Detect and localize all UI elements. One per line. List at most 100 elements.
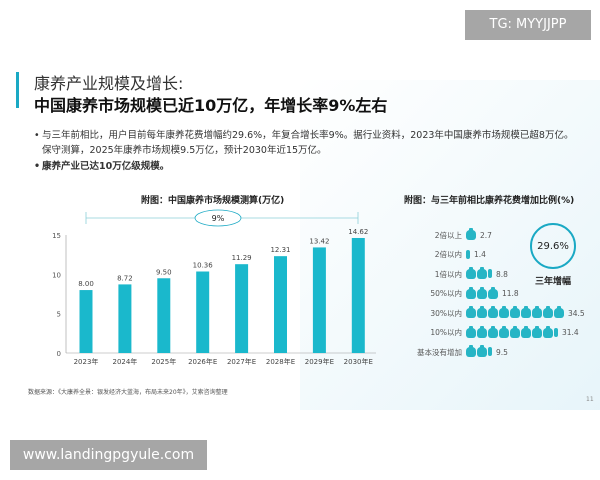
highlight-label: 三年增幅 — [534, 277, 571, 287]
page-number: 11 — [586, 396, 594, 403]
title-line2: 中国康养市场规模已近10万亿，年增长率9%左右 — [34, 96, 388, 115]
money-bag-icon — [510, 306, 520, 318]
money-bag-partial-icon — [488, 347, 492, 356]
bar — [196, 271, 210, 353]
money-bag-icon — [510, 325, 520, 338]
money-bag-partial-icon — [466, 250, 470, 259]
money-bag-icons — [466, 325, 558, 338]
money-bag-icon — [532, 325, 542, 338]
money-bag-icon — [532, 306, 542, 318]
pictogram-row: 10%以内 31.4 — [400, 325, 579, 340]
x-tick-label: 2028年E — [266, 357, 295, 366]
x-tick-label: 2023年 — [74, 357, 99, 366]
money-bag-icon — [466, 345, 476, 357]
money-bag-icon — [499, 325, 509, 338]
bar — [274, 256, 287, 353]
cagr-label: 9% — [212, 214, 225, 223]
row-label: 50%以内 — [430, 289, 462, 298]
row-value: 34.5 — [568, 308, 585, 318]
money-bag-icon — [521, 325, 531, 338]
money-bag-icon — [477, 345, 487, 357]
bullet-1: 与三年前相比，用户目前每年康养花费增幅约29.6%，年复合增长率9%。据行业资料… — [34, 128, 582, 158]
money-bag-icon — [477, 306, 487, 318]
pictogram-row: 1倍以内 8.8 — [400, 267, 508, 281]
watermark-bottom: www.landingpgyule.com — [10, 440, 207, 470]
row-label: 1倍以内 — [434, 269, 462, 279]
money-bag-icon — [521, 306, 531, 318]
x-tick-label: 2027年E — [227, 357, 256, 366]
bar — [118, 284, 132, 353]
money-bag-icons — [466, 286, 498, 299]
row-label: 2倍以上 — [434, 230, 462, 240]
row-label: 30%以内 — [430, 308, 462, 318]
money-bag-icons — [466, 345, 492, 357]
row-value: 8.8 — [496, 269, 508, 279]
money-bag-icon — [466, 228, 476, 240]
pictogram-row: 30%以内 34.5 — [400, 306, 585, 320]
title-line1: 康养产业规模及增长: — [34, 74, 184, 93]
bar — [312, 247, 326, 353]
money-bag-partial-icon — [488, 269, 492, 278]
money-bag-icon — [466, 325, 476, 338]
x-tick-label: 2024年 — [112, 357, 137, 366]
pictogram-row: 50%以内 11.8 — [400, 286, 519, 301]
money-bag-icon — [543, 325, 553, 338]
row-label: 10%以内 — [430, 328, 462, 337]
bar-value-label: 12.31 — [270, 246, 290, 254]
money-bag-icon — [488, 306, 498, 318]
pictogram-row: 2倍以内 1.4 — [400, 248, 486, 262]
highlight-value: 29.6% — [537, 240, 569, 252]
x-tick-label: 2030年E — [344, 357, 373, 366]
row-value: 11.8 — [502, 289, 519, 298]
watermark-top: TG: MYYJJPP — [465, 10, 591, 40]
pictogram-row: 2倍以上 2.7 — [400, 228, 492, 242]
money-bag-icon — [477, 267, 487, 279]
money-bag-icons — [466, 228, 476, 240]
x-tick-label: 2029年E — [305, 357, 334, 366]
bar-value-label: 11.29 — [232, 254, 252, 262]
bar — [351, 237, 365, 353]
money-bag-icons — [466, 306, 564, 318]
bar-value-label: 8.72 — [117, 274, 133, 282]
bar — [157, 278, 171, 353]
cagr-ellipse — [194, 209, 242, 227]
bar-chart: 0 5 10 15 9% 8.00 2023年 8.72 2024年 9.50 2025年 10.36… — [52, 209, 376, 366]
y-tick-label: 0 — [57, 350, 61, 358]
money-bag-partial-icon — [554, 327, 558, 337]
bar-value-label: 9.50 — [156, 268, 172, 276]
money-bag-icon — [488, 286, 498, 299]
bar-value-label: 13.42 — [309, 237, 329, 245]
row-value: 9.5 — [496, 347, 508, 357]
row-label: 2倍以内 — [434, 250, 462, 259]
bar — [235, 264, 249, 353]
money-bag-icon — [554, 306, 564, 318]
money-bag-icons — [466, 267, 492, 279]
highlight-circle: 29.6% — [530, 223, 576, 269]
row-value: 31.4 — [562, 328, 579, 337]
money-bag-icons — [466, 250, 470, 259]
bullet-2: 康养产业已达10万亿级规模。 — [34, 159, 582, 174]
bar-value-label: 8.00 — [78, 280, 94, 288]
bar-chart-title: 附图：中国康养市场规模测算(万亿) — [141, 196, 285, 206]
money-bag-icon — [466, 286, 476, 299]
y-tick-label: 5 — [57, 311, 61, 319]
row-label: 基本没有增加 — [417, 347, 462, 357]
money-bag-icon — [488, 325, 498, 338]
money-bag-icon — [477, 325, 487, 338]
money-bag-icon — [466, 267, 476, 279]
pictogram-title: 附图：与三年前相比康养花费增加比例(%) — [404, 196, 575, 206]
money-bag-icon — [466, 306, 476, 318]
money-bag-icon — [499, 306, 509, 318]
x-tick-label: 2025年 — [151, 357, 176, 366]
bar-value-label: 14.62 — [348, 228, 368, 236]
money-bag-icon — [543, 306, 553, 318]
row-value: 2.7 — [480, 230, 492, 240]
x-tick-label: 2026年E — [188, 357, 217, 366]
money-bag-icon — [477, 286, 487, 299]
pictogram-row: 基本没有增加 9.5 — [400, 345, 508, 359]
bar — [79, 290, 93, 353]
row-value: 1.4 — [474, 250, 486, 259]
y-tick-label: 15 — [52, 232, 61, 240]
y-tick-label: 10 — [52, 271, 61, 279]
title-accent-bar — [16, 72, 19, 108]
